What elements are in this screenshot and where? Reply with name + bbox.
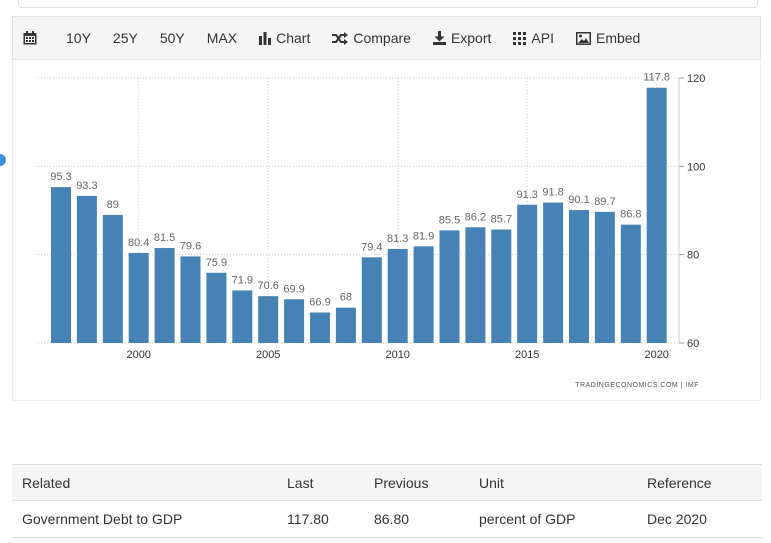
data-label: 93.3: [76, 180, 97, 192]
data-label: 79.4: [361, 241, 382, 253]
image-icon: [575, 31, 591, 45]
cell-unit: percent of GDP: [469, 500, 637, 538]
x-tick-label: 2015: [515, 349, 539, 361]
header-last: Last: [277, 464, 364, 501]
export-label: Export: [450, 30, 492, 46]
cell-reference: Dec 2020: [637, 500, 762, 538]
bar: [569, 210, 589, 343]
data-label: 81.5: [154, 232, 175, 244]
data-label: 86.2: [465, 211, 486, 223]
bar: [543, 202, 564, 343]
data-label: 71.9: [232, 274, 253, 286]
bar: [310, 312, 330, 343]
shuffle-icon: [332, 31, 349, 45]
data-label: 75.9: [206, 257, 227, 269]
data-label: 81.3: [387, 233, 408, 245]
bar: [335, 307, 356, 343]
data-label: 117.8: [643, 72, 670, 84]
y-tick-label: 100: [687, 161, 705, 173]
data-label: 89: [107, 199, 119, 211]
calendar-icon[interactable]: [23, 31, 42, 45]
bar: [594, 211, 615, 343]
chart-container: 60 80 100 120 2000 2005 2010 2015 2020 95.3 93.3 89…: [12, 60, 761, 401]
bar: [620, 224, 641, 343]
bar: [180, 256, 201, 343]
range-max-button[interactable]: MAX: [206, 30, 238, 46]
x-tick-label: 2000: [126, 349, 150, 361]
bar: [102, 214, 123, 343]
chart-label: Chart: [276, 30, 311, 46]
related-name-link[interactable]: Government Debt to GDP: [12, 500, 277, 538]
related-header-row: Related Last Previous Unit Reference: [12, 464, 762, 501]
related-table: Related Last Previous Unit Reference Gov…: [12, 464, 762, 538]
bar: [517, 204, 538, 343]
bar: [361, 257, 382, 343]
api-button[interactable]: API: [513, 30, 554, 46]
data-label: 95.3: [50, 171, 71, 183]
data-label: 70.6: [257, 280, 278, 292]
cell-previous: 86.80: [364, 500, 469, 538]
bar-chart: 60 80 100 120 2000 2005 2010 2015 2020 95.3 93.3 89…: [35, 72, 705, 389]
bar: [284, 299, 305, 343]
bar: [439, 230, 460, 343]
compare-button[interactable]: Compare: [332, 30, 411, 46]
bar: [51, 187, 71, 343]
y-tick-label: 120: [687, 73, 705, 85]
data-label: 85.5: [439, 214, 460, 226]
header-previous: Previous: [364, 464, 469, 501]
chart-toolbar: 10Y 25Y 50Y MAX Chart Compare Export API…: [12, 16, 761, 60]
table-row[interactable]: Government Debt to GDP 117.80 86.80 perc…: [12, 500, 762, 538]
bar: [387, 248, 408, 343]
download-icon: [432, 31, 446, 45]
bar: [154, 248, 175, 343]
data-label: 85.7: [491, 213, 512, 225]
range-10y-button[interactable]: 10Y: [66, 30, 91, 46]
data-label: 66.9: [309, 297, 330, 309]
header-reference: Reference: [637, 464, 762, 501]
bar: [76, 195, 97, 343]
data-label: 80.4: [128, 237, 149, 249]
data-label: 79.6: [180, 240, 201, 252]
x-tick-label: 2010: [385, 349, 409, 361]
range-50y-button[interactable]: 50Y: [159, 30, 185, 46]
x-tick-label: 2020: [644, 349, 668, 361]
export-button[interactable]: Export: [432, 30, 492, 46]
bar: [413, 246, 434, 343]
grid-icon: [513, 31, 527, 45]
data-label: 81.9: [413, 230, 434, 242]
bar: [128, 252, 149, 343]
data-label: 69.9: [283, 283, 304, 295]
y-tick-label: 80: [687, 250, 699, 262]
data-label: 68: [340, 292, 352, 304]
header-related: Related: [12, 464, 277, 501]
header-unit: Unit: [469, 464, 637, 501]
data-label: 90.1: [568, 194, 589, 206]
bar-chart-icon: [259, 31, 272, 45]
bar: [206, 272, 227, 343]
bar: [465, 227, 486, 343]
source-note: TRADINGECONOMICS.COM | IMF: [575, 382, 699, 389]
compare-label: Compare: [353, 30, 411, 46]
embed-button[interactable]: Embed: [575, 30, 641, 46]
bar: [232, 290, 253, 343]
api-label: API: [531, 30, 554, 46]
y-tick-label: 60: [687, 338, 699, 350]
data-label: 91.8: [542, 187, 563, 199]
range-25y-button[interactable]: 25Y: [112, 30, 138, 46]
bar: [646, 87, 667, 343]
data-label: 91.3: [516, 189, 537, 201]
x-tick-label: 2005: [256, 349, 280, 361]
data-label: 89.7: [594, 196, 615, 208]
scroll-indicator-dot[interactable]: [0, 154, 6, 166]
bar: [491, 229, 512, 343]
top-frame: [18, 0, 758, 8]
chart-button[interactable]: Chart: [259, 30, 310, 46]
embed-label: Embed: [595, 30, 641, 46]
bar: [258, 296, 279, 343]
cell-last: 117.80: [277, 500, 364, 538]
data-label: 86.8: [620, 209, 641, 221]
